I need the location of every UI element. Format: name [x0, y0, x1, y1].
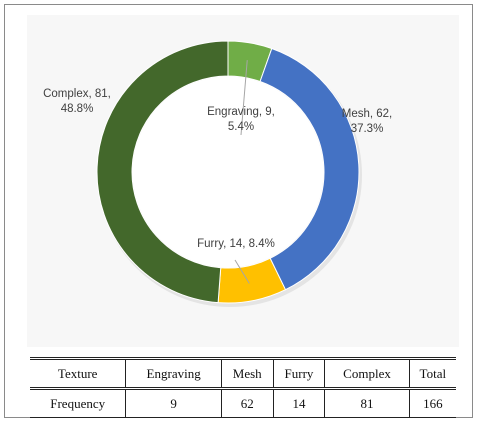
frequency-table: Texture Engraving Mesh Furry Complex Tot…	[30, 357, 456, 418]
cell-mesh: 62	[220, 388, 274, 418]
data-label-mesh: Mesh, 62, 37.3%	[342, 108, 393, 135]
data-label-furry: Furry, 14, 8.4%	[197, 238, 275, 250]
cell-complex: 81	[324, 388, 410, 418]
donut-chart: Engraving, 9, 5.4% Mesh, 62, 37.3% Furry, 14…	[43, 40, 393, 307]
header-cell-total: Total	[408, 357, 456, 390]
chart-area: Engraving, 9, 5.4% Mesh, 62, 37.3% Furry, 14…	[27, 15, 459, 347]
cell-engraving: 9	[125, 388, 222, 418]
leader-line-furry	[234, 259, 250, 284]
header-cell-mesh: Mesh	[220, 357, 274, 390]
data-label-complex: Complex, 81, 48.8%	[43, 88, 111, 115]
cell-total: 166	[408, 388, 456, 418]
header-cell-engraving: Engraving	[125, 357, 222, 390]
table-row-frequency: Frequency 9 62 14 81 166	[30, 388, 456, 418]
cell-furry: 14	[272, 388, 326, 418]
header-cell-furry: Furry	[272, 357, 326, 390]
data-label-engraving: Engraving, 9, 5.4%	[207, 106, 275, 133]
header-cell-complex: Complex	[324, 357, 410, 390]
slice-mesh	[259, 47, 360, 291]
leader-line-engraving	[240, 60, 248, 136]
table-header-row: Texture Engraving Mesh Furry Complex Tot…	[30, 357, 456, 390]
slice-complex	[96, 40, 229, 304]
frequency-table-container: Texture Engraving Mesh Furry Complex Tot…	[30, 357, 456, 418]
row-label-frequency: Frequency	[30, 388, 127, 418]
header-cell-texture: Texture	[30, 357, 127, 390]
figure-frame: Engraving, 9, 5.4% Mesh, 62, 37.3% Furry, 14…	[4, 4, 473, 418]
donut-hole	[132, 76, 324, 268]
